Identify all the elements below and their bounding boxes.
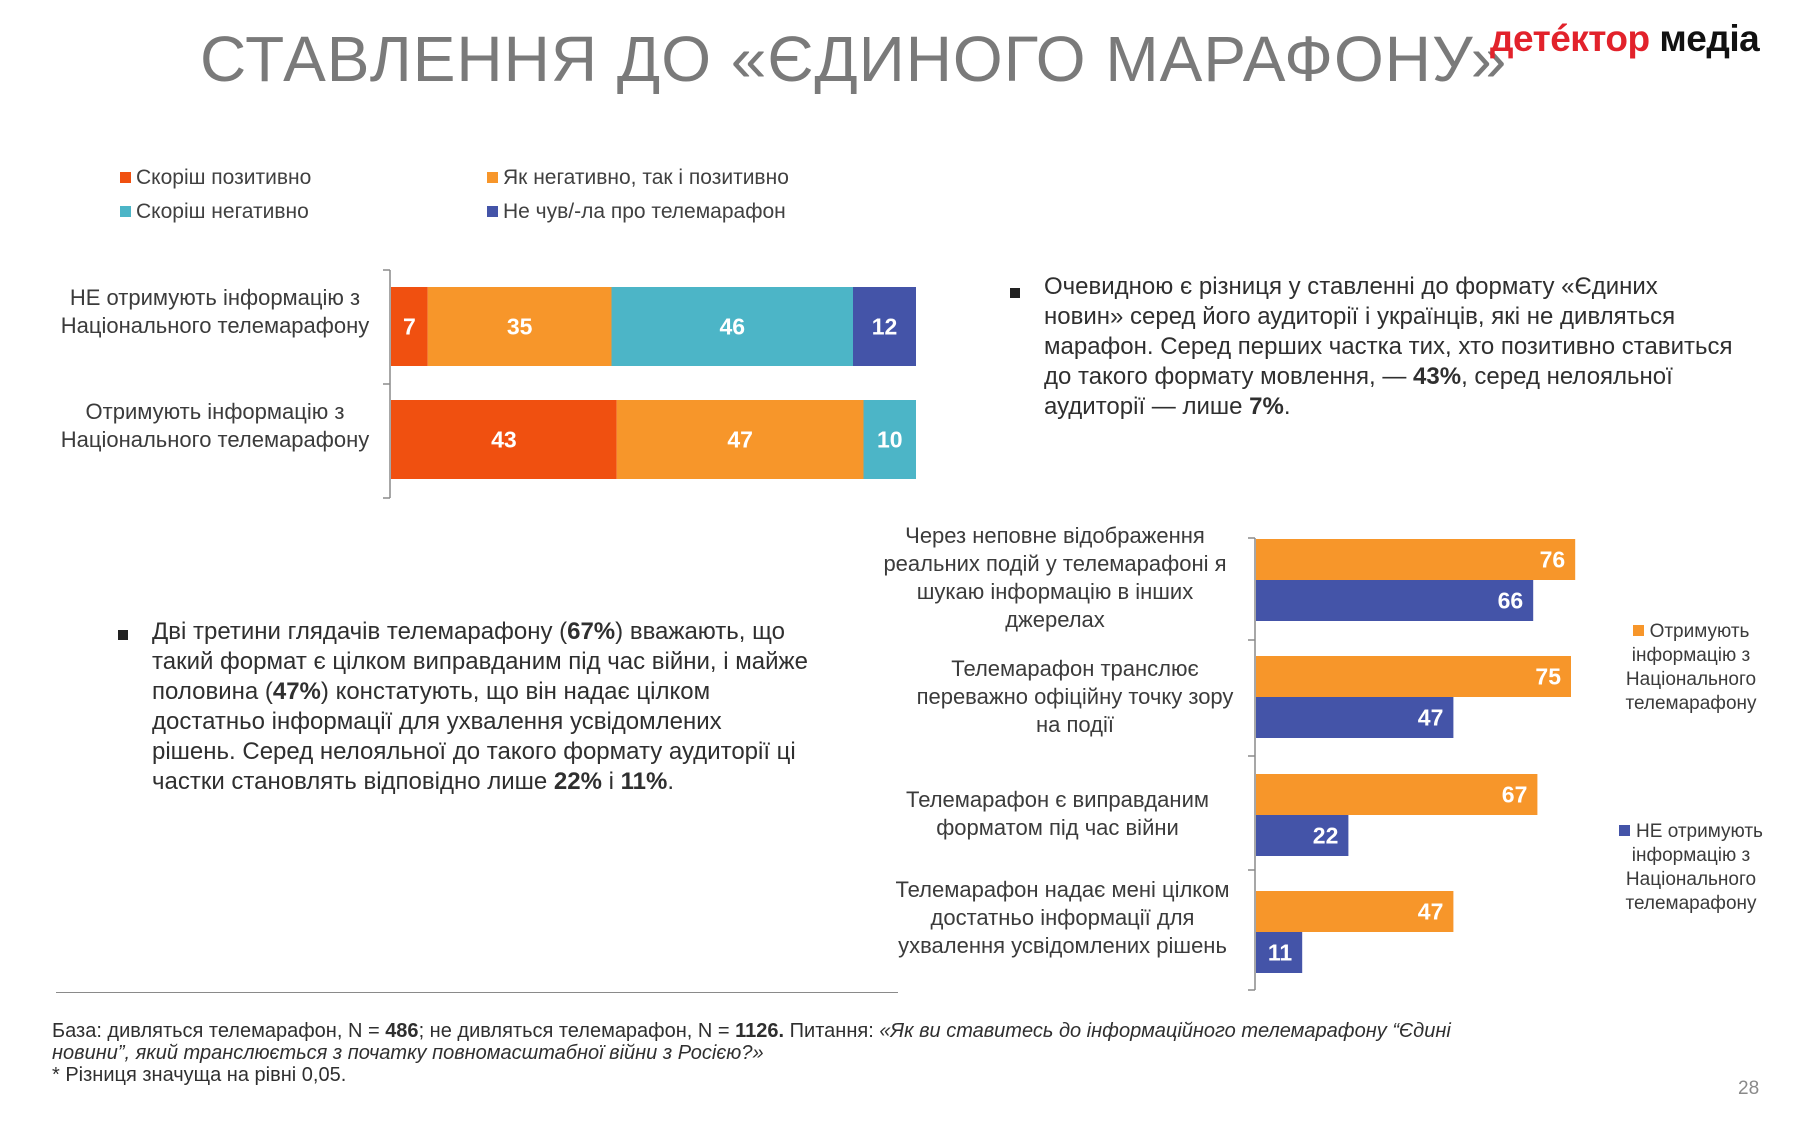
footnote-base: База: дивляться телемарафон, N = 486; не… bbox=[52, 1020, 1492, 1064]
footnote-n-not-watch: 1126. bbox=[735, 1020, 785, 1042]
page-number: 28 bbox=[1738, 1078, 1760, 1099]
footnote-question-prefix: Питання: bbox=[784, 1020, 880, 1042]
bullet-paragraph-1: Очевидною є різниця у ставленні до форма… bbox=[1044, 272, 1734, 422]
footnote-n-watch: 486 bbox=[385, 1020, 419, 1042]
detector-media-logo: детéктор медіа bbox=[1490, 18, 1760, 60]
legend-item-not-heard: Не чув/-ла про телемарафон bbox=[487, 200, 786, 224]
footnote-significance: * Різниця значуща на рівні 0,05. bbox=[52, 1064, 347, 1086]
bullet2-text-b: ) вважають, що такий формат є цілком вип… bbox=[152, 618, 808, 705]
bar-value-label-mixed: 35 bbox=[507, 314, 533, 340]
side-legend-label-receive: Отримують інформацію з Національного тел… bbox=[1625, 621, 1757, 714]
bar-segment-not-heard bbox=[853, 287, 916, 366]
footnote-base-prefix: База: дивляться телемарафон, N = bbox=[52, 1020, 386, 1042]
side-legend-label-not-receive: НЕ отримують інформацію з Національного … bbox=[1625, 821, 1763, 914]
bar-segment-mixed bbox=[427, 287, 612, 366]
bullet1-value-43: 43% bbox=[1413, 363, 1462, 390]
side-legend-swatch-receive bbox=[1632, 625, 1644, 636]
legend-label-mixed: Як негативно, так і позитивно bbox=[503, 166, 789, 189]
bar-value-label-receive: 75 bbox=[1535, 664, 1561, 690]
bar-value-label-receive: 47 bbox=[1418, 899, 1444, 925]
bullet2-text-d: і bbox=[601, 768, 621, 795]
bar-segment-positive bbox=[391, 287, 428, 366]
bullet1-text-c: . bbox=[1283, 393, 1291, 420]
bar-receive bbox=[1256, 891, 1454, 932]
page-title: СТАВЛЕННЯ ДО «ЄДИНОГО МАРАФОНУ» bbox=[200, 23, 1508, 95]
bullet2-text-c: ) констатують, що він надає цілком доста… bbox=[152, 678, 796, 795]
bullet2-text-a: Дві третини глядачів телемарафону ( bbox=[152, 618, 568, 645]
bar-segment-negative bbox=[863, 400, 916, 479]
bullet2-text-e: . bbox=[667, 768, 675, 795]
footnote-divider bbox=[56, 992, 898, 993]
legend-item-negative: Скоріш негативно bbox=[120, 200, 309, 224]
bar-value-label-not-receive: 22 bbox=[1313, 823, 1339, 849]
legend-swatch-negative bbox=[120, 206, 131, 217]
legend-item-positive: Скоріш позитивно bbox=[120, 166, 311, 190]
side-legend-swatch-not-receive bbox=[1619, 825, 1631, 836]
bullet2-value-67: 67% bbox=[567, 618, 616, 645]
bar-value-label-positive: 7 bbox=[403, 314, 416, 340]
side-legend-not-receive: НЕ отримують інформацію з Національного … bbox=[1596, 820, 1786, 916]
bar-segment-positive bbox=[391, 400, 617, 479]
bar-value-label-not-receive: 47 bbox=[1418, 705, 1444, 731]
bar-segment-negative bbox=[611, 287, 853, 366]
bar-not-receive bbox=[1256, 932, 1303, 973]
legend-swatch-positive bbox=[120, 172, 131, 183]
bar-value-label-not-receive: 11 bbox=[1268, 940, 1293, 966]
bar-not-receive bbox=[1256, 697, 1454, 738]
bar-value-label-not-receive: 66 bbox=[1498, 588, 1524, 614]
category-label-receive: Отримують інформацію з Національного тел… bbox=[60, 399, 370, 452]
statement-label-other-sources: Через неповне відображення реальних поді… bbox=[883, 523, 1227, 632]
bullet-paragraph-2: Дві третини глядачів телемарафону (67%) … bbox=[152, 617, 812, 797]
bar-value-label-not-heard: 12 bbox=[872, 314, 898, 340]
bar-value-label-receive: 67 bbox=[1502, 782, 1528, 808]
logo-part-2: медіа bbox=[1659, 18, 1760, 59]
footnote-base-mid: ; не дивляться телемарафон, N = bbox=[418, 1020, 736, 1042]
bar-not-receive bbox=[1256, 580, 1534, 621]
bullet1-text-a: Очевидною є різниця у ставленні до форма… bbox=[1044, 273, 1733, 390]
bar-value-label-negative: 10 bbox=[877, 427, 903, 453]
bar-value-label-negative: 46 bbox=[719, 314, 745, 340]
bar-not-receive bbox=[1256, 815, 1349, 856]
bullet-marker-2 bbox=[118, 630, 128, 640]
legend-label-positive: Скоріш позитивно bbox=[136, 166, 312, 189]
bar-value-label-positive: 43 bbox=[491, 427, 517, 453]
bullet1-value-7: 7% bbox=[1249, 393, 1284, 420]
side-legend-receive: Отримують інформацію з Національного тел… bbox=[1596, 620, 1786, 716]
bullet2-value-47: 47% bbox=[272, 678, 321, 705]
legend-swatch-not-heard bbox=[487, 206, 498, 217]
logo-part-1: детéктор bbox=[1490, 18, 1650, 59]
bullet1-text-b: , серед нелояльної аудиторії — лише bbox=[1044, 363, 1673, 420]
bar-value-label-receive: 76 bbox=[1540, 547, 1566, 573]
footnote-question: «Як ви ставитесь до інформаційного телем… bbox=[52, 1020, 1451, 1064]
category-label-not-receive: НЕ отримують інформацію з Національного … bbox=[60, 285, 370, 338]
legend-label-not-heard: Не чув/-ла про телемарафон bbox=[503, 200, 786, 223]
statement-label-official-view: Телемарафон транслює переважно офіційну … bbox=[916, 656, 1234, 737]
bar-receive bbox=[1256, 656, 1571, 697]
legend-item-mixed: Як негативно, так і позитивно bbox=[487, 166, 789, 190]
legend-label-negative: Скоріш негативно bbox=[136, 200, 309, 223]
bar-segment-mixed bbox=[616, 400, 864, 479]
bullet2-value-11: 11% bbox=[620, 768, 668, 795]
bullet-marker-1 bbox=[1010, 288, 1020, 298]
bullet2-value-22: 22% bbox=[553, 768, 602, 795]
bar-value-label-mixed: 47 bbox=[727, 427, 753, 453]
bar-receive bbox=[1256, 539, 1576, 580]
legend-swatch-mixed bbox=[487, 172, 498, 183]
statement-label-enough-info: Телемарафон надає мені цілком достатньо … bbox=[895, 877, 1230, 958]
bar-receive bbox=[1256, 774, 1538, 815]
statement-label-justified-format: Телемарафон є виправданим форматом під ч… bbox=[906, 787, 1209, 840]
